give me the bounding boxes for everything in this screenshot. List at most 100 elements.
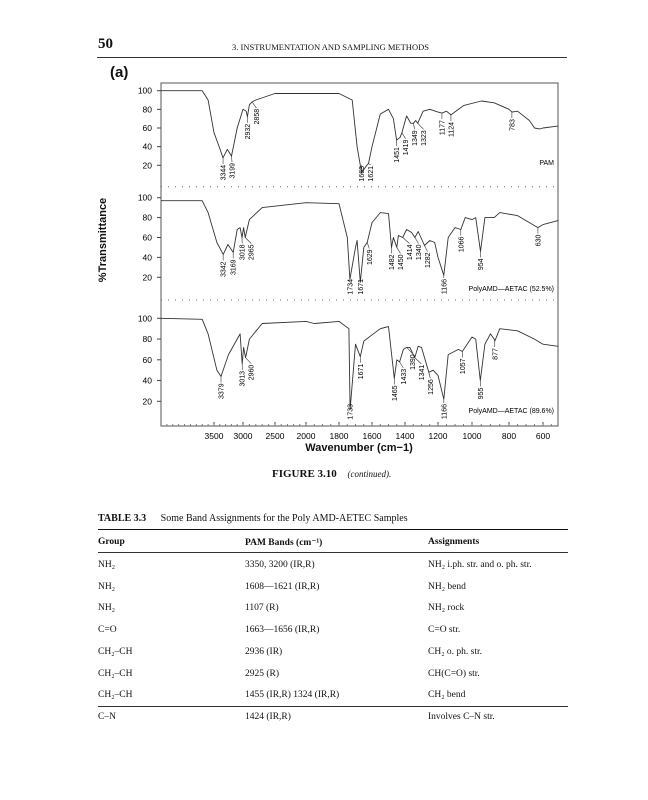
group-cell: CH₂–CH (98, 646, 133, 657)
table-row: CH₂–CH 2936 (IR) CH₂ o. ph. str. (98, 647, 568, 667)
pam-bands-cell: 3350, 3200 (IR,R) (245, 560, 315, 570)
pam-bands-cell: 1663—1656 (IR,R) (245, 625, 320, 636)
y-tick-label: 80 (143, 213, 153, 223)
peak-label: 1734 (347, 279, 354, 295)
x-tick-label: 3000 (234, 431, 253, 441)
y-tick-label: 40 (143, 142, 153, 152)
peak-label: 2932 (245, 124, 252, 140)
peak-label: 1340 (416, 244, 423, 260)
peak-label: 1256 (428, 379, 435, 395)
peak-label: 2965 (249, 244, 256, 260)
peak-marker (428, 372, 431, 379)
peak-label: 1450 (398, 254, 405, 270)
caption-label: FIGURE 3.10 (272, 468, 337, 480)
group-cell: CH₂–CH (98, 690, 133, 701)
table-row: C–N 1424 (IR,R) Involves C–N str. (98, 712, 568, 732)
page-number: 50 (98, 36, 113, 52)
column-header: Assignments (428, 537, 480, 547)
peak-label: 1621 (368, 166, 375, 182)
table-title: Some Band Assignments for the Poly AMD-A… (160, 513, 408, 524)
peak-label: 3379 (219, 383, 226, 399)
assignment-cell: Involves C–N str. (428, 711, 495, 722)
peak-label: 1414 (407, 244, 414, 260)
running-title: 3. INSTRUMENTATION AND SAMPLING METHODS (232, 42, 429, 52)
peak-marker (368, 163, 371, 166)
x-tick-label: 1600 (363, 431, 382, 441)
table-caption: TABLE 3.3 Some Band Assignments for the … (98, 513, 408, 524)
group-cell: NH₂ (98, 581, 116, 592)
x-axis-label: Wavenumber (cm−1) (305, 442, 413, 454)
peak-label: 3199 (230, 163, 237, 179)
table-header-row: Group PAM Bands (cm⁻¹) Assignments (98, 537, 568, 557)
assignment-cell: CH₂ bend (428, 690, 466, 701)
peak-label: 1166 (441, 279, 448, 294)
group-cell: NH₂ (98, 603, 116, 614)
peak-label: 3013 (240, 371, 247, 387)
assignment-cell: NH₂ bend (428, 581, 466, 592)
x-tick-label: 1200 (429, 431, 448, 441)
table-top-rule (98, 529, 568, 530)
y-tick-label: 60 (143, 123, 153, 133)
peak-label: 3342 (221, 261, 228, 277)
figure-caption: FIGURE 3.10 (continued). (272, 468, 391, 480)
table-row: CH₂–CH 2925 (R) CH(C=O) str. (98, 669, 568, 689)
panel-label: (a) (110, 64, 129, 81)
x-tick-label: 2000 (297, 431, 316, 441)
y-tick-label: 20 (143, 160, 153, 170)
y-tick-label: 80 (143, 334, 153, 344)
y-tick-label: 60 (143, 355, 153, 365)
assignment-cell: C=O str. (428, 625, 461, 636)
y-tick-label: 100 (138, 86, 152, 96)
peak-label: 1733 (348, 404, 355, 420)
peak-marker (424, 245, 428, 252)
spectrum-line (160, 317, 559, 411)
y-tick-label: 20 (143, 396, 153, 406)
table-row: NH₂ 1608—1621 (IR,R) NH₂ bend (98, 582, 568, 602)
assignment-cell: CH₂ o. ph. str. (428, 646, 482, 657)
x-tick-label: 800 (502, 431, 516, 441)
x-tick-label: 3500 (205, 431, 224, 441)
table-label: TABLE 3.3 (98, 513, 147, 524)
peak-marker (396, 247, 401, 254)
peak-marker (245, 237, 252, 244)
peak-marker (366, 242, 370, 249)
peak-label: 1663 (359, 166, 366, 182)
peak-label: 1282 (425, 252, 432, 268)
peak-marker (402, 237, 410, 244)
sample-label: PAM (539, 160, 554, 167)
band-assignments-table: Group PAM Bands (cm⁻¹) Assignments NH₂ 33… (98, 529, 568, 722)
peak-label: 2960 (249, 365, 256, 381)
group-cell: C–N (98, 711, 116, 722)
assignment-cell: NH₂ i.ph. str. and o. ph. str. (428, 560, 532, 570)
peak-label: 877 (492, 348, 499, 360)
group-cell: NH₂ (98, 560, 116, 570)
sample-label: PolyAMD—AETAC (89.6%) (469, 408, 554, 415)
y-axis-label: %Transmittance (97, 197, 109, 283)
plot-frame (160, 82, 559, 427)
peak-label: 1166 (441, 404, 448, 419)
peak-marker (245, 357, 252, 364)
peak-label: 1419 (403, 140, 410, 156)
peak-marker (251, 101, 257, 109)
caption-text: (continued). (347, 469, 392, 479)
table-bottom-rule (98, 706, 568, 707)
peak-label: 955 (478, 387, 485, 399)
pam-bands-cell: 1107 (R) (245, 603, 279, 614)
peak-marker (406, 347, 413, 354)
peak-label: 1629 (367, 249, 374, 265)
peak-label: 1390 (410, 354, 417, 370)
peak-label: 3018 (240, 244, 247, 260)
x-tick-label: 600 (536, 431, 550, 441)
peak-label: 1124 (448, 122, 455, 137)
peak-label: 1451 (394, 147, 401, 163)
table-row: NH₂ 3350, 3200 (IR,R) NH₂ i.ph. str. and o… (98, 560, 568, 580)
assignment-cell: NH₂ rock (428, 603, 465, 614)
y-tick-label: 100 (138, 193, 152, 203)
peak-marker (413, 123, 415, 130)
x-tick-label: 1000 (463, 431, 482, 441)
spectrum-line (161, 90, 559, 174)
peak-label: 1482 (389, 254, 396, 270)
group-cell: C=O (98, 625, 117, 636)
y-tick-label: 100 (138, 313, 152, 323)
peak-label: 1057 (460, 358, 467, 374)
